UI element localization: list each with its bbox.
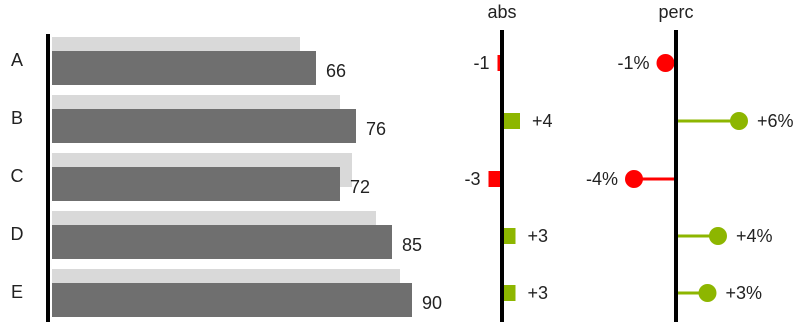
- perc-marker-e: [698, 284, 717, 302]
- value-label-b: 76: [366, 119, 386, 139]
- perc-label-a: -1%: [617, 53, 649, 73]
- perc-label-b: +6%: [757, 111, 794, 131]
- abs-label-e: +3: [528, 283, 549, 303]
- value-bar-c: [52, 167, 340, 201]
- abs-label-c: -3: [464, 169, 480, 189]
- category-label-d: D: [11, 224, 24, 244]
- perc-title: perc: [658, 2, 693, 22]
- value-label-a: 66: [326, 61, 346, 81]
- value-bar-d: [52, 225, 392, 259]
- perc-marker-a: [656, 54, 675, 72]
- abs-bar-e: [502, 285, 516, 301]
- value-bar-e: [52, 283, 412, 317]
- abs-label-b: +4: [532, 111, 553, 131]
- category-label-c: C: [11, 166, 24, 186]
- perc-marker-b: [730, 112, 748, 130]
- abs-bar-d: [502, 228, 516, 244]
- abs-title: abs: [487, 2, 516, 22]
- value-label-d: 85: [402, 235, 422, 255]
- perc-marker-c: [625, 170, 643, 188]
- main-bars-group: A 66 B 76 C 72 D 85 E 90: [11, 34, 442, 322]
- abs-bar-c: [488, 171, 502, 187]
- value-label-e: 90: [422, 293, 442, 313]
- category-label-b: B: [11, 108, 23, 128]
- value-bar-b: [52, 109, 356, 143]
- abs-bar-a: [497, 55, 502, 71]
- value-bar-a: [52, 51, 316, 85]
- perc-label-d: +4%: [736, 226, 773, 246]
- value-label-c: 72: [350, 177, 370, 197]
- perc-variance-group: perc -1% +6% -4% +4% +3%: [586, 2, 794, 322]
- abs-bar-b: [502, 113, 520, 129]
- abs-label-d: +3: [528, 226, 549, 246]
- category-label-e: E: [11, 282, 23, 302]
- abs-variance-group: abs -1 +4 -3 +3 +3: [464, 2, 553, 322]
- abs-label-a: -1: [473, 53, 489, 73]
- perc-label-e: +3%: [726, 283, 763, 303]
- perc-label-c: -4%: [586, 169, 618, 189]
- perc-marker-d: [709, 227, 727, 245]
- category-label-a: A: [11, 50, 23, 70]
